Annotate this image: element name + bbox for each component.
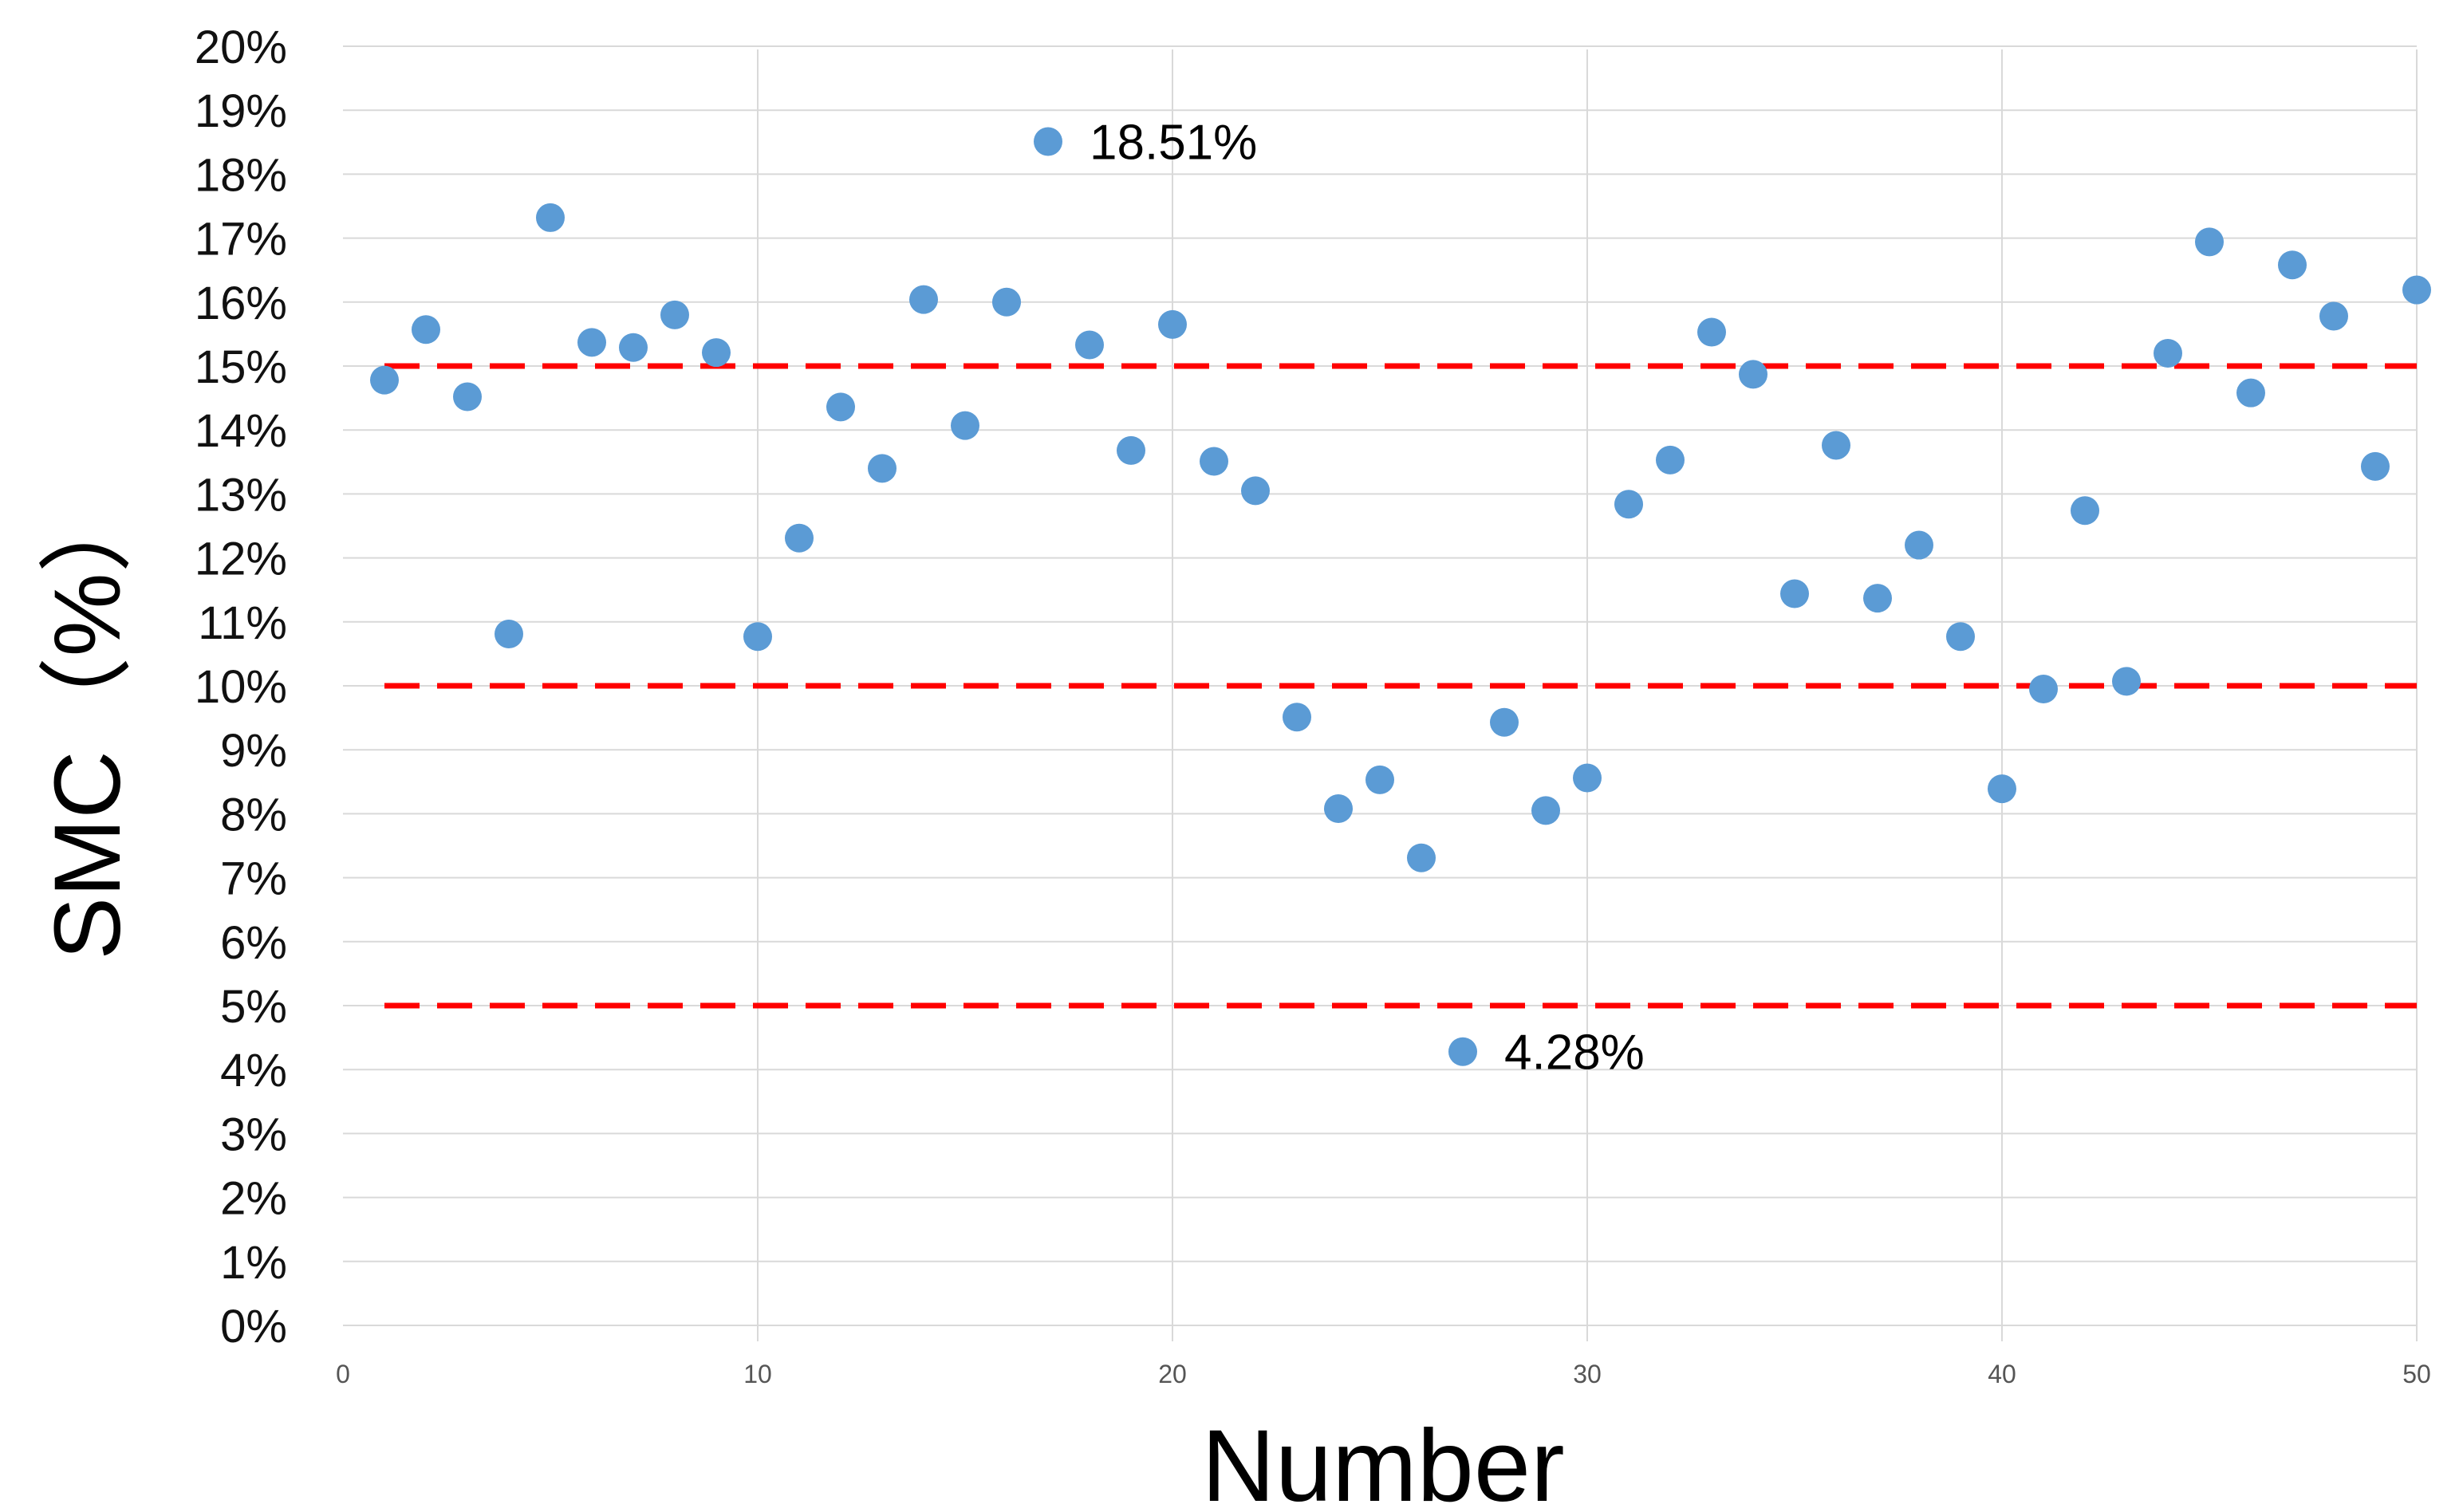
data-point (951, 411, 979, 440)
y-tick-label: 14% (195, 405, 287, 457)
data-point (2029, 675, 2058, 704)
data-point (2112, 667, 2141, 696)
y-tick-label: 8% (220, 789, 287, 841)
y-tick-label: 13% (195, 469, 287, 521)
x-tick-label: 40 (1988, 1360, 2016, 1388)
data-point (702, 338, 731, 368)
data-point (1490, 707, 1519, 737)
data-point (2361, 451, 2390, 481)
data-point (1905, 530, 1933, 560)
data-point (1656, 445, 1685, 474)
y-tick-label: 7% (220, 853, 287, 905)
data-point (1531, 796, 1560, 825)
data-point (1863, 584, 1892, 613)
data-point (868, 454, 897, 483)
data-point (619, 333, 648, 362)
data-point (1324, 793, 1353, 823)
y-tick-label: 10% (195, 661, 287, 713)
data-point (1780, 579, 1809, 608)
data-point (1407, 843, 1436, 872)
y-tick-label: 6% (220, 917, 287, 969)
data-point (1739, 360, 1767, 389)
data-point (2154, 338, 2182, 368)
y-tick-label: 2% (220, 1173, 287, 1225)
y-tick-label: 3% (220, 1108, 287, 1160)
y-tick-label: 12% (195, 534, 287, 585)
data-points (370, 127, 2431, 1066)
data-point (1075, 330, 1104, 360)
data-point (577, 328, 606, 357)
data-point (1822, 431, 1850, 460)
data-point (785, 523, 814, 553)
data-point (2236, 378, 2265, 408)
data-point (660, 300, 689, 329)
y-tick-labels: 0% 1% 2% 3% 4% 5% 6% 7% 8% 9% 10% 11% 12% 13% 14% 15% 16… (195, 22, 287, 1353)
data-point (1034, 127, 1062, 156)
data-point (1158, 309, 1187, 339)
data-point (1283, 703, 1311, 732)
data-point (1241, 476, 1270, 506)
y-tick-label: 0% (220, 1301, 287, 1353)
data-point (1988, 774, 2016, 804)
data-point (495, 620, 523, 649)
y-tick-label: 5% (220, 981, 287, 1033)
reference-lines (384, 363, 2417, 1009)
y-tick-label: 4% (220, 1045, 287, 1097)
data-point (2402, 275, 2431, 305)
data-point (1117, 435, 1145, 465)
data-point (909, 285, 938, 314)
y-tick-label: 15% (195, 341, 287, 393)
annotation-label: 4.28% (1504, 1026, 1645, 1081)
data-point (1697, 317, 1726, 347)
data-point (412, 315, 440, 345)
annotations: 18.51% 4.28% (1090, 115, 1645, 1080)
x-axis-title: Number (1201, 1409, 1564, 1512)
data-point (826, 392, 855, 422)
data-point (2319, 301, 2348, 331)
data-point (536, 203, 565, 232)
x-tick-label: 30 (1573, 1360, 1602, 1388)
annotation-label: 18.51% (1090, 115, 1257, 170)
y-tick-label: 16% (195, 278, 287, 329)
data-point (1946, 622, 1975, 652)
data-point (743, 622, 772, 652)
y-tick-label: 11% (198, 597, 287, 649)
y-tick-label: 18% (195, 149, 287, 201)
y-tick-label: 1% (220, 1237, 287, 1289)
data-point (453, 382, 482, 411)
y-tick-label: 9% (220, 725, 287, 777)
data-point (1365, 765, 1394, 794)
data-point (1614, 490, 1643, 519)
data-point (2195, 227, 2224, 257)
data-point (370, 365, 399, 395)
y-tick-label: 17% (195, 214, 287, 266)
y-tick-label: 19% (195, 85, 287, 137)
data-point (2278, 250, 2307, 280)
grid-lines (343, 45, 2418, 1341)
data-point (1573, 763, 1602, 793)
x-tick-label: 20 (1158, 1360, 1187, 1388)
x-tick-label: 50 (2402, 1360, 2431, 1388)
data-point (1448, 1037, 1477, 1066)
x-tick-label: 0 (336, 1360, 350, 1388)
data-point (1200, 447, 1228, 476)
data-point (992, 287, 1021, 317)
data-point (2071, 496, 2099, 526)
y-tick-label: 20% (195, 22, 287, 73)
x-tick-label: 10 (743, 1360, 772, 1388)
y-axis-title: SMC（%） (35, 478, 140, 959)
x-tick-labels: 0 10 20 30 40 50 (336, 1360, 2431, 1388)
